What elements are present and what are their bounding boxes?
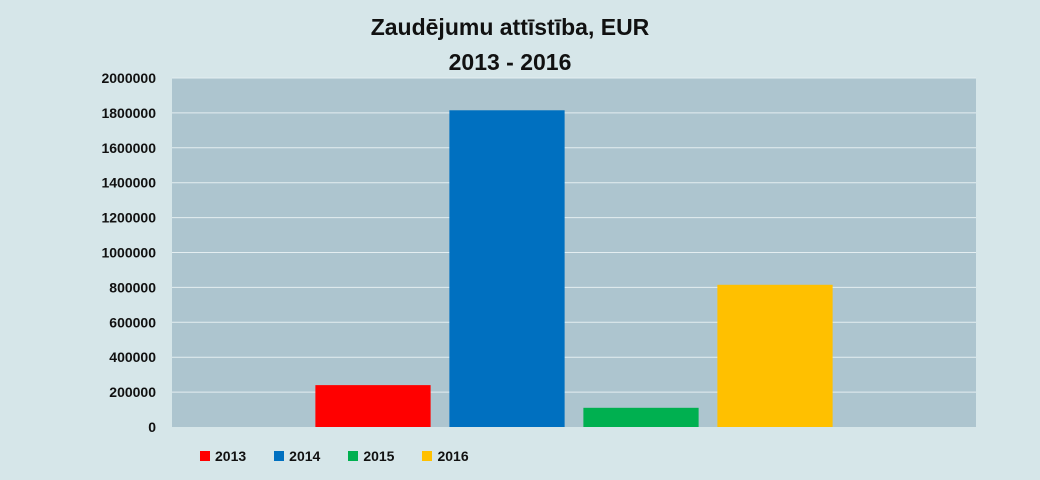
chart-subtitle: 2013 - 2016 [448, 49, 572, 75]
gridlines [172, 77, 976, 393]
legend-swatch [422, 451, 433, 461]
bar-2014 [449, 110, 565, 427]
bar-2013 [315, 385, 431, 427]
legend-item-2014: 2014 [274, 448, 320, 464]
y-axis: 0 200000 400000 600000 800000 1000000 1200000 1… [101, 70, 156, 435]
bar-2016 [717, 284, 833, 427]
legend-label: 2014 [289, 448, 321, 464]
y-tick-label: 1000000 [101, 245, 156, 261]
legend-swatch [274, 451, 285, 461]
y-tick-label: 0 [148, 419, 156, 435]
y-tick-label: 800000 [109, 279, 156, 295]
y-tick-label: 1200000 [101, 210, 156, 226]
y-tick-label: 1800000 [101, 105, 156, 121]
y-tick-label: 200000 [109, 384, 156, 400]
legend-item-2015: 2015 [348, 448, 394, 464]
legend-item-2013: 2013 [200, 448, 246, 464]
legend-label: 2015 [363, 448, 395, 464]
legend-label: 2016 [437, 448, 469, 464]
chart-title: Zaudējumu attīstība, EUR [370, 14, 650, 40]
legend-label: 2013 [215, 448, 247, 464]
y-tick-label: 2000000 [101, 70, 156, 86]
y-tick-label: 1400000 [101, 175, 156, 191]
legend: 2013 2014 2015 2016 [200, 448, 497, 464]
bars [315, 110, 833, 427]
bar-2015 [583, 407, 699, 427]
legend-swatch [200, 451, 210, 461]
legend-item-2016: 2016 [422, 448, 469, 464]
y-tick-label: 400000 [109, 349, 156, 365]
y-tick-label: 600000 [109, 314, 156, 330]
y-tick-label: 1600000 [101, 140, 156, 156]
legend-swatch [348, 451, 359, 461]
